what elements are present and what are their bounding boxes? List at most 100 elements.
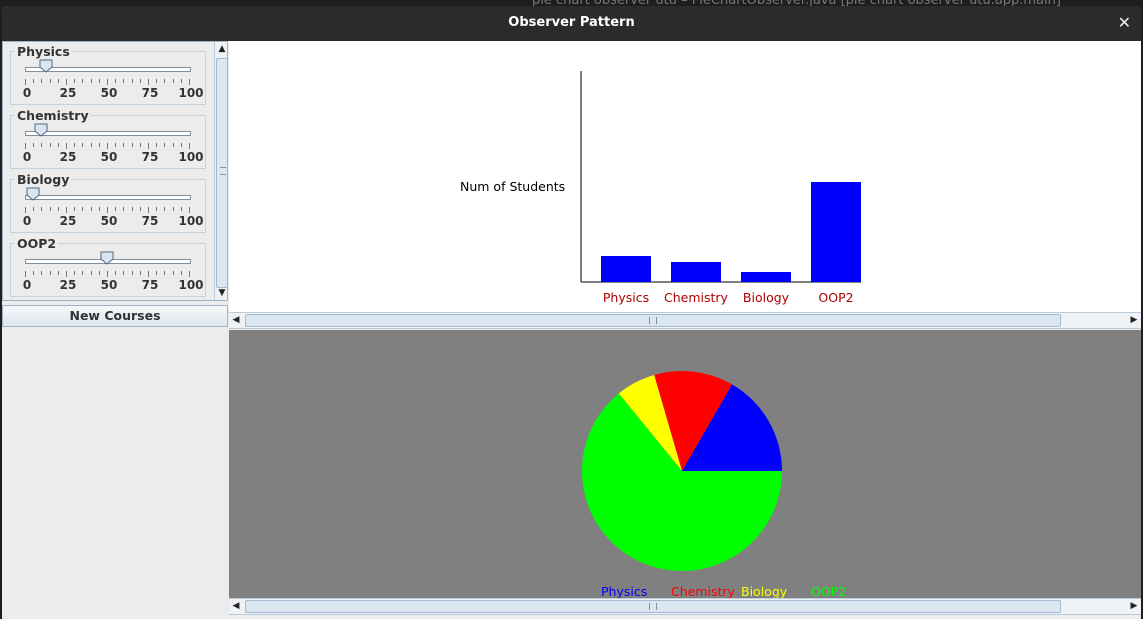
slider-tick [25,271,26,277]
slider-tick [107,79,108,85]
bar-horizontal-scrollbar[interactable]: ◀ ▶ [229,312,1141,329]
pie-horizontal-scrollbar[interactable]: ◀ ▶ [229,598,1141,615]
slider-tick [57,271,59,275]
slider-thumb[interactable] [39,59,53,73]
slider-ticks [25,207,191,213]
slider-scale-label: 0 [22,150,32,164]
slider-thumb[interactable] [26,187,40,201]
slider-tick [156,143,158,147]
slider-tick [148,143,149,149]
slider-track[interactable] [25,131,191,136]
slider-tick [131,79,133,83]
title-bar: Observer Pattern ✕ [2,6,1141,41]
slider-tick [180,143,182,147]
pie-chart: Physics Chemistry Biology OOP2 [582,371,846,599]
slider-tick [123,143,125,147]
slider-tick [82,207,84,211]
bar-label: OOP2 [818,290,853,305]
slider-tick [131,143,133,147]
slider-tick [57,143,59,147]
scroll-down-arrow-icon[interactable]: ▼ [218,288,226,298]
scroll-left-arrow-icon[interactable]: ◀ [232,601,240,611]
vertical-scroll-thumb[interactable] [216,58,227,288]
window-title: Observer Pattern [508,15,635,30]
slider-ticks [25,79,191,85]
slider-thumb[interactable] [100,251,114,265]
slider-tick [131,207,133,211]
scroll-up-arrow-icon[interactable]: ▲ [218,44,226,54]
pie-slice-chemistry [654,371,732,471]
observer-window: Observer Pattern ✕ Physics 0 25 50 75 100 Chem… [2,6,1141,619]
slider-tick [49,79,51,83]
slider-scroll-pane: Physics 0 25 50 75 100 Chemistry 0 25 50 75 100 Biol… [2,41,228,301]
slider-tick [180,79,182,83]
bar-chemistry [671,262,721,282]
scroll-right-arrow-icon[interactable]: ▶ [1130,315,1138,325]
slider-tick [41,271,43,275]
slider-tick [33,143,35,147]
scroll-right-arrow-icon[interactable]: ▶ [1130,601,1138,611]
slider-tick [115,143,117,147]
course-name: Chemistry [15,108,91,123]
slider-tick [123,207,125,211]
slider-tick [131,271,133,275]
slider-ticks [25,143,191,149]
bar-chart: Num of Students Physics Chemistry Biology O… [460,71,861,305]
slider-scale-label: 75 [141,278,159,292]
slider-tick [172,271,174,275]
slider-tick [33,207,35,211]
slider-tick [82,79,84,83]
pie-chart-panel: Physics Chemistry Biology OOP2 [229,330,1141,599]
slider-tick [49,207,51,211]
slider-tick [115,271,117,275]
bar-oop2 [811,182,861,282]
course-name: Physics [15,44,72,59]
slider-tick [172,143,174,147]
slider-scale-label: 50 [100,278,118,292]
bar-label: Chemistry [664,290,729,305]
slider-tick [90,143,92,147]
slider-tick [189,271,190,277]
course-slider-group: OOP2 0 25 50 75 100 [10,236,206,297]
slider-tick [25,207,26,213]
slider-tick [156,271,158,275]
pie-legend-label: Physics [601,584,647,598]
vertical-scrollbar[interactable]: ▲ ▼ [214,42,227,300]
scroll-left-arrow-icon[interactable]: ◀ [232,315,240,325]
course-frame [10,51,206,105]
pie-slice-biology [618,374,682,471]
slider-tick [148,207,149,213]
bar-physics [601,256,651,282]
slider-tick [57,79,59,83]
slider-tick [25,79,26,85]
bar-chart-panel: Num of Students Physics Chemistry Biology O… [229,41,1141,312]
slider-scale-label: 25 [59,150,77,164]
slider-tick [49,143,51,147]
course-frame [10,243,206,297]
bar-scroll-thumb[interactable] [245,314,1061,327]
slider-scale-label: 75 [141,150,159,164]
slider-track[interactable] [25,67,191,72]
slider-tick [98,207,100,211]
pie-slice-oop2 [582,393,782,571]
slider-thumb[interactable] [34,123,48,137]
slider-tick [74,207,76,211]
bar-label: Biology [743,290,790,305]
slider-tick [74,271,76,275]
pie-scroll-thumb[interactable] [245,600,1061,613]
slider-scale-label: 75 [141,214,159,228]
slider-tick [57,207,59,211]
slider-tick [107,207,108,213]
bar-label: Physics [603,290,649,305]
close-icon[interactable]: ✕ [1117,13,1131,32]
slider-tick [98,143,100,147]
slider-tick [98,79,100,83]
slider-track[interactable] [25,195,191,200]
slider-tick [180,207,182,211]
y-axis-label: Num of Students [460,179,565,194]
slider-scale-label: 50 [100,150,118,164]
slider-scale-label: 50 [100,86,118,100]
slider-tick [115,79,117,83]
slider-tick [82,271,84,275]
new-courses-button[interactable]: New Courses [2,305,228,327]
